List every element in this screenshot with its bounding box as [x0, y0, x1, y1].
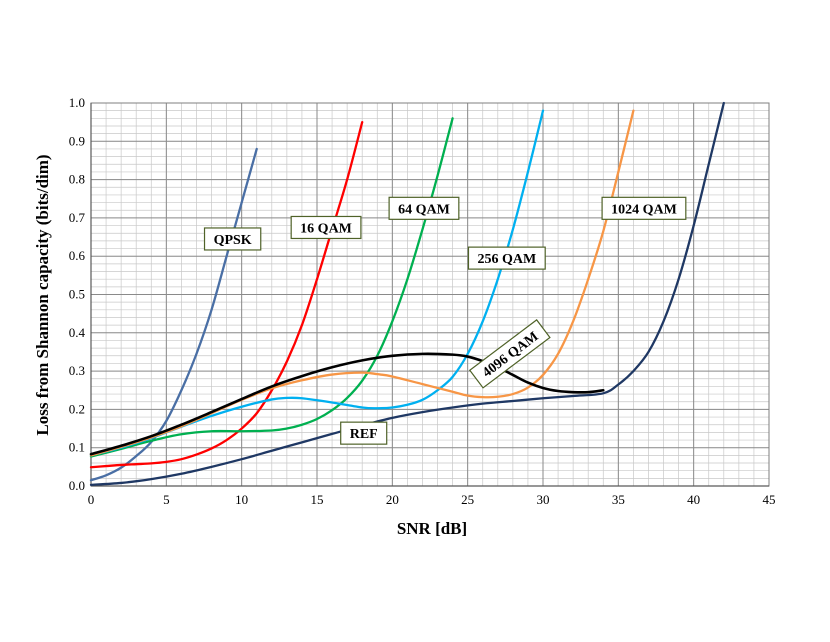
- y-tick-label: 0.2: [69, 401, 85, 416]
- y-tick-label: 0.0: [69, 478, 85, 493]
- major-gridlines: [90, 102, 770, 487]
- label-box-ref: [340, 421, 388, 445]
- label-1024-qam: 1024 QAM: [601, 196, 687, 220]
- label-box-64-qam: [388, 196, 460, 220]
- y-tick-label: 0.9: [69, 133, 85, 148]
- label-16-qam: 16 QAM: [290, 215, 362, 240]
- y-tick-label: 0.8: [69, 172, 85, 187]
- label-box-1024-qam: [601, 196, 687, 220]
- label-64-qam: 64 QAM: [388, 196, 460, 220]
- x-tick-label: 20: [386, 492, 399, 507]
- series-line-4096-qam: [89, 352, 605, 456]
- y-tick-label: 0.6: [69, 248, 86, 263]
- series-line-ref: [89, 101, 725, 486]
- x-tick-label: 10: [235, 492, 248, 507]
- y-tick-label: 1.0: [69, 95, 85, 110]
- x-tick-labels: 0 5 10 15 20 25 30 35 40 45: [88, 492, 776, 507]
- series-line-16-qam: [89, 121, 364, 469]
- label-256-qam: 256 QAM: [467, 246, 546, 270]
- x-tick-label: 35: [612, 492, 625, 507]
- label-qpsk: QPSK: [203, 227, 262, 251]
- y-tick-label: 0.3: [69, 363, 85, 378]
- x-tick-label: 0: [88, 492, 95, 507]
- y-tick-labels: 0.0 0.1 0.2 0.3 0.4 0.5 0.6 0.7 0.8 0.9 1.0: [69, 95, 86, 493]
- series-line-qpsk: [89, 147, 258, 482]
- x-tick-label: 25: [461, 492, 474, 507]
- y-tick-label: 0.4: [69, 325, 86, 340]
- x-tick-label: 40: [687, 492, 700, 507]
- label-box-4096-qam: [468, 319, 551, 389]
- label-box-qpsk: [203, 227, 262, 251]
- label-text-16-qam: 16 QAM: [300, 221, 352, 236]
- y-tick-label: 0.7: [69, 210, 86, 225]
- y-tick-label: 0.1: [69, 440, 85, 455]
- label-text-64-qam: 64 QAM: [398, 202, 450, 217]
- label-text-256-qam: 256 QAM: [477, 252, 536, 267]
- x-tick-label: 15: [311, 492, 324, 507]
- x-tick-label: 30: [537, 492, 550, 507]
- x-tick-label: 45: [763, 492, 776, 507]
- series-line-64-qam: [89, 117, 454, 458]
- axes: [90, 102, 770, 487]
- label-box-256-qam: [467, 246, 546, 270]
- series-line-256-qam: [89, 109, 545, 457]
- x-tick-label: 5: [163, 492, 170, 507]
- label-text-qpsk: QPSK: [214, 233, 252, 248]
- y-axis-title: Loss from Shannon capacity (bits/dim): [33, 154, 52, 435]
- series-lines: [89, 101, 725, 486]
- y-tick-label: 0.5: [69, 287, 85, 302]
- label-ref: REF: [340, 421, 388, 445]
- label-text-ref: REF: [350, 427, 378, 442]
- label-text-1024-qam: 1024 QAM: [611, 202, 677, 217]
- x-axis-title: SNR [dB]: [397, 519, 467, 538]
- label-box-16-qam: [290, 215, 362, 240]
